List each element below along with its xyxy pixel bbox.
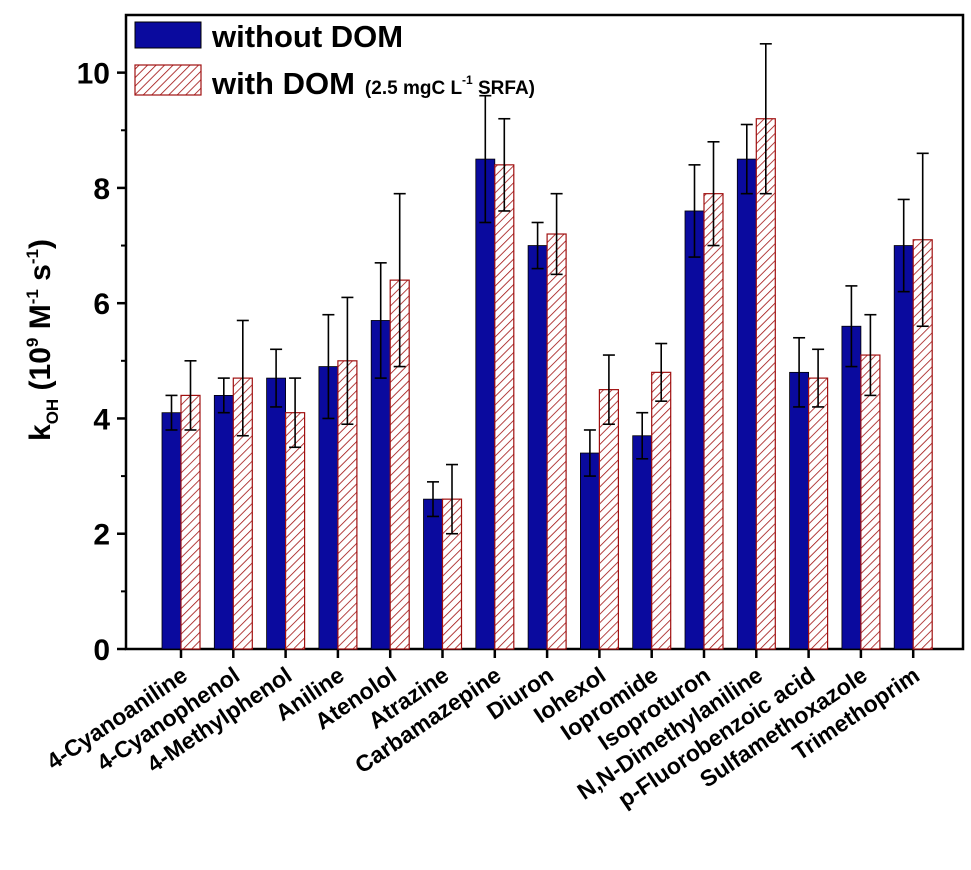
x-tick-labels: 4-Cyanoaniline4-Cyanophenol4-Methylpheno… bbox=[42, 662, 924, 813]
error-bar-without-dom bbox=[531, 221, 544, 270]
bar-without-dom bbox=[736, 158, 757, 650]
error-bar-without-dom bbox=[165, 394, 178, 431]
error-bar-without-dom bbox=[270, 348, 283, 408]
error-bar-with-dom bbox=[916, 152, 929, 328]
legend-swatch-with-dom bbox=[134, 64, 202, 96]
bar-with-dom bbox=[860, 354, 881, 650]
y-tick-label: 4 bbox=[93, 403, 110, 436]
bar-with-dom bbox=[546, 233, 567, 650]
error-bar-without-dom bbox=[897, 198, 910, 293]
legend-label-with-dom-suffix-exp: -1 bbox=[462, 73, 473, 87]
error-bar-without-dom bbox=[793, 336, 806, 408]
error-bar-with-dom bbox=[707, 141, 720, 247]
bar-with-dom bbox=[494, 164, 515, 650]
error-bar-without-dom bbox=[636, 411, 649, 460]
error-bar-with-dom bbox=[446, 463, 458, 535]
bars bbox=[161, 118, 933, 650]
y-axis-label: kOH (109 M-1 s-1) bbox=[23, 239, 62, 441]
y-label-mid: M bbox=[24, 304, 57, 337]
legend-label-with-dom-suffix-end: SRFA) bbox=[473, 78, 535, 99]
legend-label-with-dom-suffix: (2.5 mgC L bbox=[365, 78, 463, 99]
bar-without-dom bbox=[684, 210, 705, 650]
error-bar-with-dom bbox=[655, 342, 668, 402]
y-label-open: (10 bbox=[24, 347, 57, 399]
bar-with-dom bbox=[755, 118, 776, 650]
error-bar-without-dom bbox=[688, 164, 701, 258]
error-bar-without-dom bbox=[217, 377, 230, 414]
y-label-exp1: 9 bbox=[23, 338, 42, 347]
bar-with-dom bbox=[180, 394, 201, 650]
error-bar-without-dom bbox=[845, 285, 858, 368]
error-bars bbox=[165, 43, 929, 535]
bar-with-dom bbox=[285, 412, 306, 650]
y-label-k: k bbox=[24, 424, 57, 441]
y-label-k-sub: OH bbox=[43, 399, 62, 425]
y-label-exp2: -1 bbox=[23, 289, 42, 304]
legend-label-with-dom: with DOM (2.5 mgC L-1 SRFA) bbox=[211, 66, 535, 101]
y-tick-label: 8 bbox=[93, 173, 110, 206]
bar-without-dom bbox=[266, 377, 287, 650]
error-bar-with-dom bbox=[498, 117, 511, 212]
y-tick-label: 10 bbox=[77, 58, 110, 91]
bar-without-dom bbox=[632, 435, 653, 650]
bar-without-dom bbox=[580, 452, 600, 650]
error-bar-without-dom bbox=[322, 313, 335, 420]
bar-with-dom bbox=[807, 377, 829, 650]
y-label-close: ) bbox=[24, 239, 57, 249]
y-tick-label: 0 bbox=[93, 634, 110, 667]
bar-without-dom bbox=[213, 394, 234, 650]
bar-without-dom bbox=[527, 245, 548, 650]
error-bar-with-dom bbox=[602, 354, 615, 426]
error-bar-without-dom bbox=[374, 262, 387, 379]
legend: without DOM with DOM (2.5 mgC L-1 SRFA) bbox=[134, 19, 535, 101]
bar-without-dom bbox=[475, 158, 496, 650]
bar-without-dom bbox=[841, 325, 862, 650]
bar-with-dom bbox=[703, 193, 724, 650]
y-label-mid2: s bbox=[24, 264, 57, 289]
error-bar-with-dom bbox=[393, 192, 406, 368]
error-bar-with-dom bbox=[864, 313, 877, 397]
error-bar-without-dom bbox=[740, 123, 753, 195]
error-bar-with-dom bbox=[184, 360, 197, 431]
error-bar-with-dom bbox=[341, 296, 354, 426]
bar-without-dom bbox=[893, 245, 914, 650]
axes: 0 2 4 6 8 10 bbox=[77, 58, 915, 667]
error-bar-with-dom bbox=[289, 377, 302, 449]
bar-without-dom bbox=[423, 498, 443, 650]
legend-swatch-without-dom bbox=[134, 21, 202, 49]
y-tick-label: 6 bbox=[93, 288, 110, 321]
error-bar-without-dom bbox=[479, 94, 492, 224]
bar-with-dom bbox=[651, 371, 672, 650]
bar-without-dom bbox=[161, 412, 182, 650]
y-tick-label: 2 bbox=[93, 519, 110, 552]
y-label-exp3: -1 bbox=[23, 249, 42, 264]
error-bar-with-dom bbox=[759, 43, 772, 195]
bar-with-dom bbox=[598, 389, 620, 650]
bar-without-dom bbox=[789, 371, 809, 650]
legend-label-without-dom: without DOM bbox=[211, 19, 403, 54]
error-bar-without-dom bbox=[583, 429, 596, 477]
error-bar-with-dom bbox=[236, 319, 249, 437]
error-bar-without-dom bbox=[427, 481, 439, 518]
legend-label-with-dom-name: with DOM bbox=[211, 66, 355, 101]
error-bar-with-dom bbox=[550, 192, 563, 276]
error-bar-with-dom bbox=[812, 348, 825, 408]
